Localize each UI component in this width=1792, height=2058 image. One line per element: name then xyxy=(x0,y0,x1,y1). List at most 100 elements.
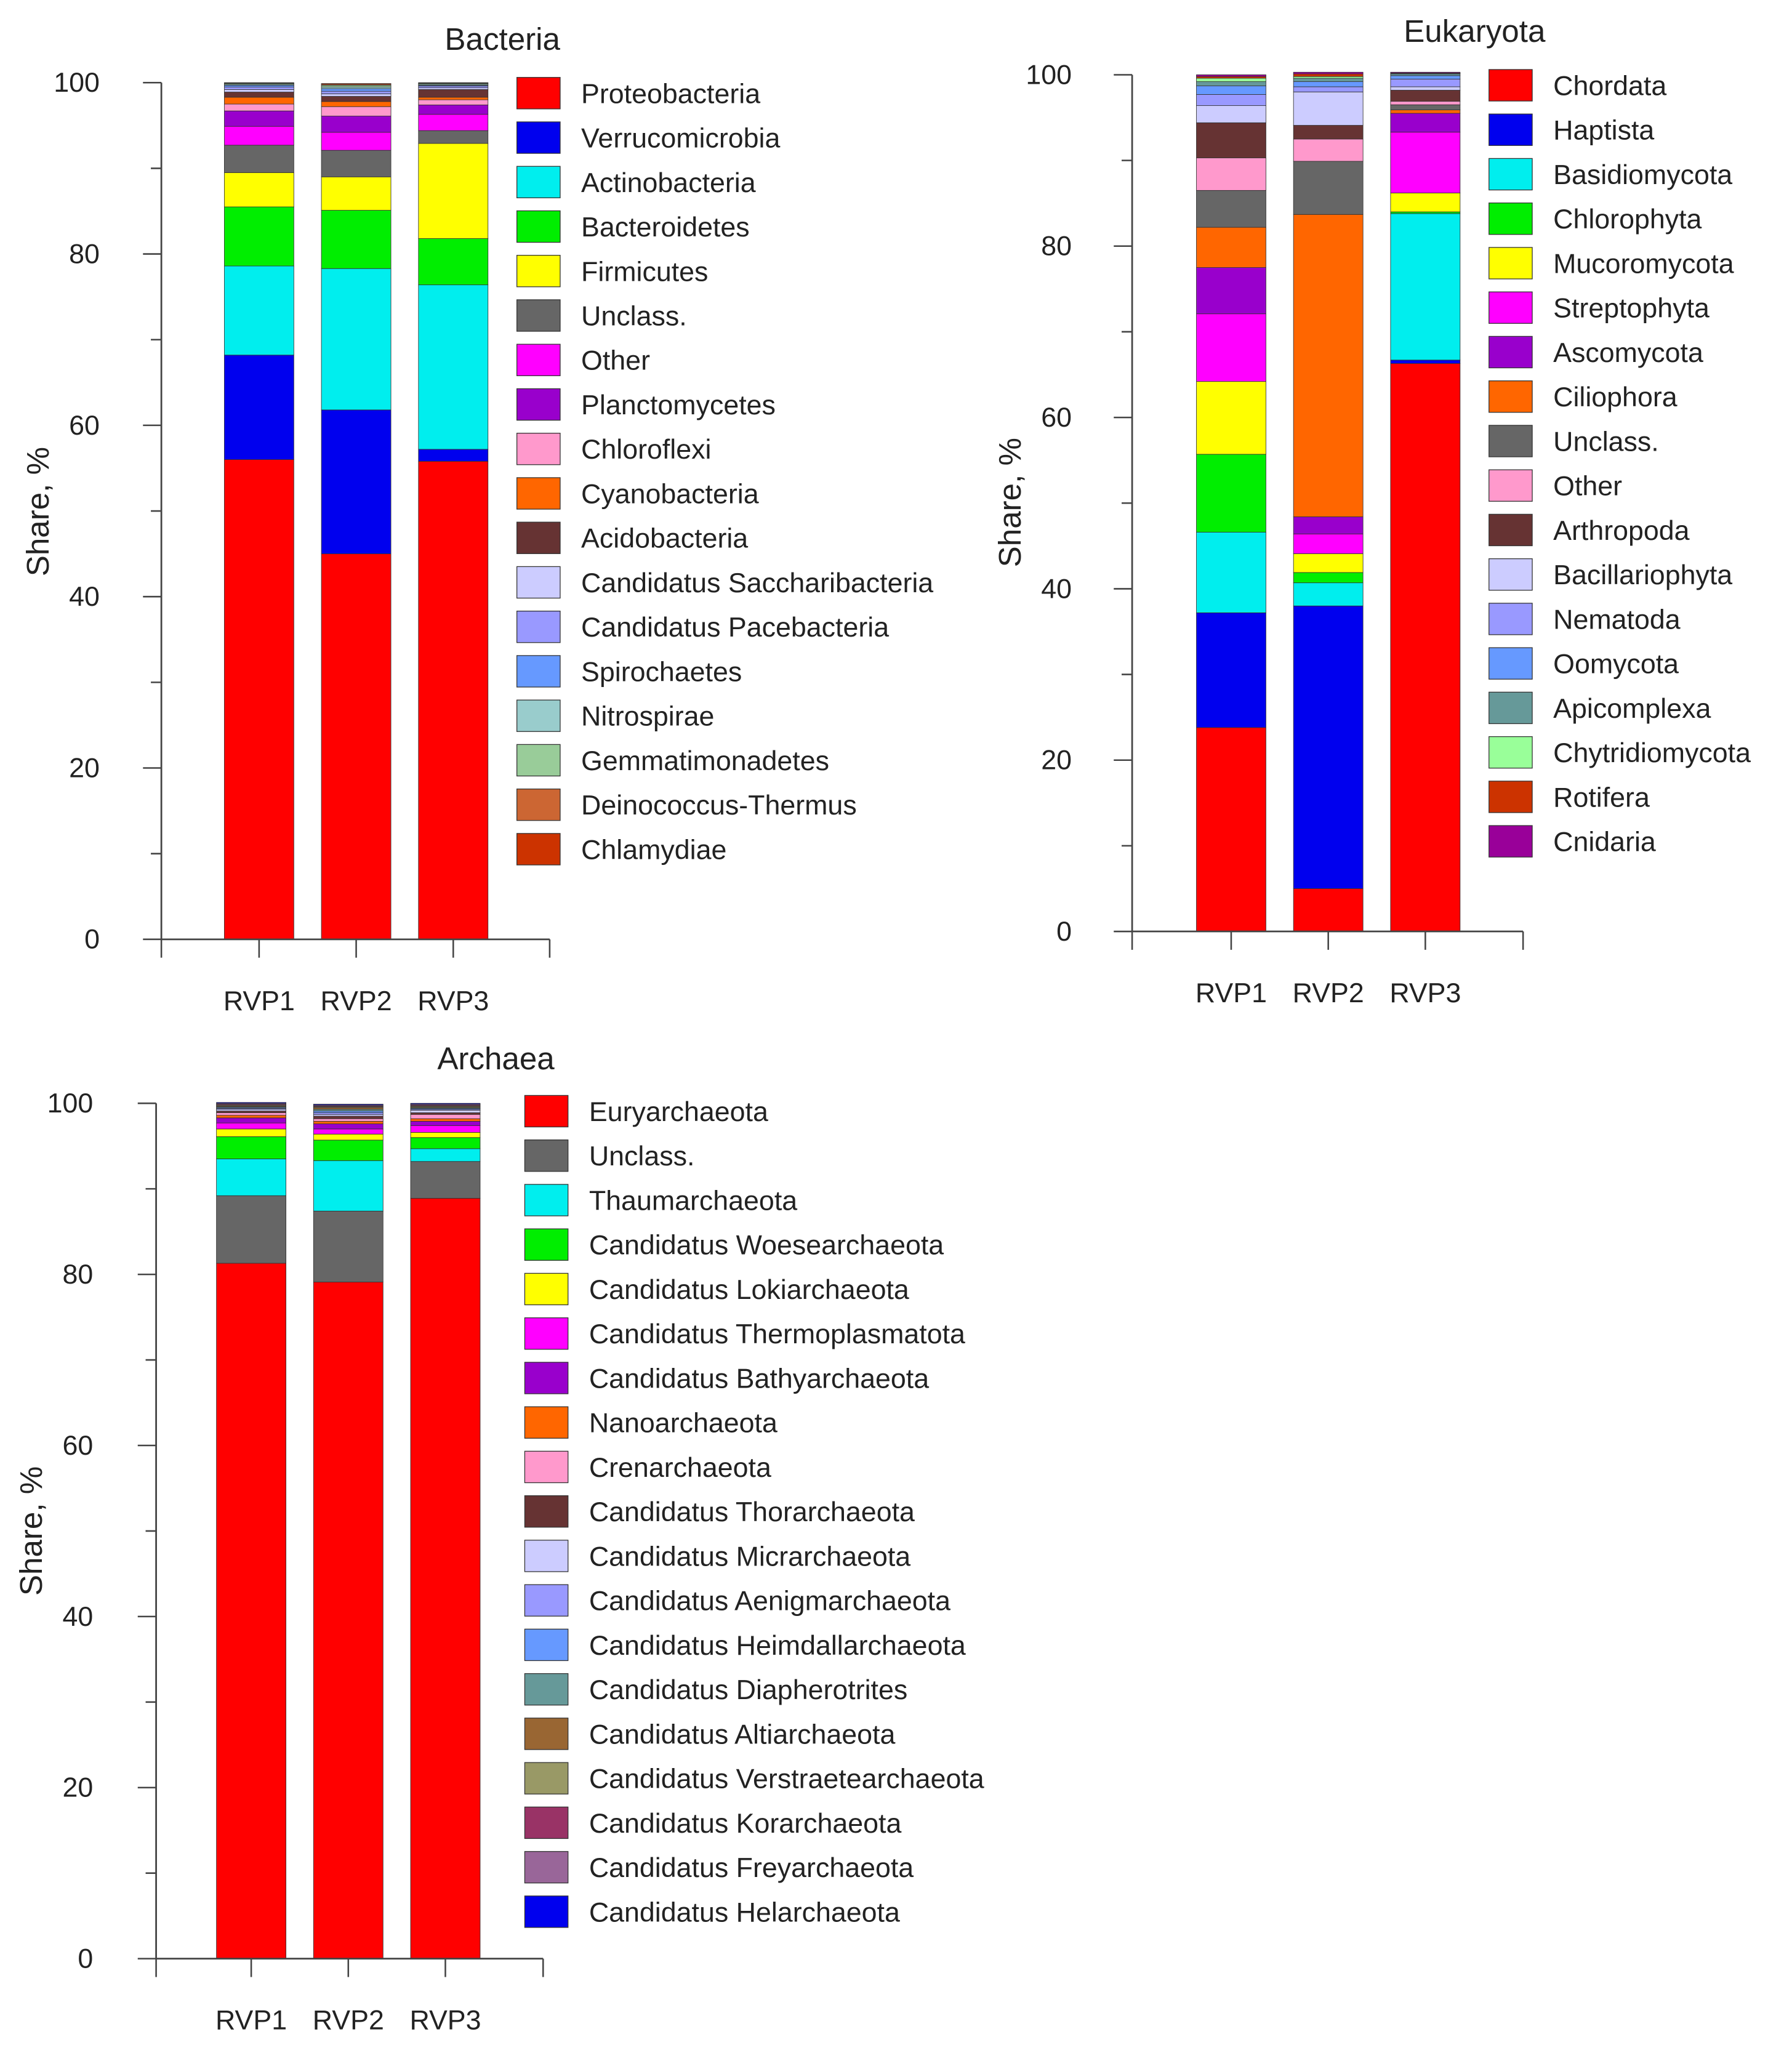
eukaryota-bar-segment xyxy=(1196,122,1266,158)
bacteria-bar-segment xyxy=(223,110,294,127)
eukaryota-bar-segment xyxy=(1293,86,1364,92)
bacteria-bar-segment xyxy=(223,459,294,940)
bacteria-bar-segment xyxy=(418,99,489,105)
archaea-legend-swatch xyxy=(524,1362,569,1394)
archaea-legend-swatch xyxy=(524,1718,569,1750)
archaea-bar-segment xyxy=(410,1118,481,1122)
archaea-legend-label: Candidatus Freyarchaeota xyxy=(589,1852,914,1883)
eukaryota-bar-segment xyxy=(1196,81,1266,86)
eukaryota-bar-segment xyxy=(1293,214,1364,517)
eukaryota-bar-segment xyxy=(1196,267,1266,315)
bacteria-legend-swatch xyxy=(516,566,561,599)
eukaryota-legend-label: Chordata xyxy=(1553,71,1666,102)
eukaryota-bar-segment xyxy=(1293,78,1364,82)
eukaryota-legend-label: Chlorophyta xyxy=(1553,204,1702,235)
bacteria-legend-swatch xyxy=(516,77,561,110)
archaea-legend-swatch xyxy=(524,1272,569,1306)
archaea-bar-segment xyxy=(313,1115,384,1119)
bacteria-legend-label: Candidatus Pacebacteria xyxy=(581,612,889,643)
archaea-legend-swatch xyxy=(524,1628,569,1662)
archaea-bar-segment xyxy=(313,1160,384,1212)
archaea-y-tick-label: 20 xyxy=(63,1772,94,1803)
bacteria-x-tick-label: RVP2 xyxy=(321,986,392,1016)
eukaryota-legend-label: Mucoromycota xyxy=(1553,248,1734,279)
archaea-bar-segment xyxy=(216,1117,286,1123)
archaea-legend-label: Euryarchaeota xyxy=(589,1096,768,1127)
archaea-legend-label: Candidatus Lokiarchaeota xyxy=(589,1274,909,1305)
eukaryota-bar-segment xyxy=(1293,125,1364,140)
archaea-bar-segment xyxy=(216,1195,286,1264)
bacteria-bar-segment xyxy=(321,101,392,107)
bacteria-legend-swatch xyxy=(516,833,561,866)
bacteria-legend-label: Spirochaetes xyxy=(581,656,742,687)
eukaryota-legend-label: Unclass. xyxy=(1553,426,1659,457)
eukaryota-bar-segment xyxy=(1293,81,1364,87)
bacteria-x-tick-label: RVP1 xyxy=(223,986,295,1016)
bacteria-bar-segment xyxy=(321,96,392,102)
archaea-legend-label: Unclass. xyxy=(589,1141,695,1172)
bacteria-bar-segment xyxy=(223,82,294,84)
eukaryota-bar-segment xyxy=(1196,612,1266,728)
archaea-legend-swatch xyxy=(524,1406,569,1439)
eukaryota-bar-segment xyxy=(1293,517,1364,534)
bacteria-bar-segment xyxy=(223,92,294,98)
bacteria-legend-swatch xyxy=(516,610,561,643)
archaea-legend-label: Candidatus Bathyarchaeota xyxy=(589,1363,929,1394)
eukaryota-bar-segment xyxy=(1390,213,1461,361)
archaea-bar-segment xyxy=(216,1136,286,1159)
bacteria-legend-swatch xyxy=(516,299,561,332)
bacteria-y-tick-label: 40 xyxy=(69,581,100,612)
archaea-legend-label: Candidatus Thermoplasmatota xyxy=(589,1319,965,1349)
bacteria-legend-label: Verrucomicrobia xyxy=(581,123,780,154)
bacteria-bar-segment xyxy=(223,145,294,173)
eukaryota-bar-segment xyxy=(1293,139,1364,162)
eukaryota-legend-label: Bacillariophyta xyxy=(1553,560,1732,590)
bacteria-bar-segment xyxy=(321,210,392,269)
archaea-legend-label: Thaumarchaeota xyxy=(589,1185,797,1216)
eukaryota-bar-segment xyxy=(1196,158,1266,191)
archaea-bar-segment xyxy=(410,1198,481,1960)
bacteria-y-tick-label: 0 xyxy=(84,924,100,955)
eukaryota-bar-segment xyxy=(1293,91,1364,126)
bacteria-bar-segment xyxy=(321,106,392,116)
archaea-legend-swatch xyxy=(524,1495,569,1528)
archaea-legend-swatch xyxy=(524,1317,569,1350)
eukaryota-legend-label: Other xyxy=(1553,471,1622,502)
eukaryota-bar-segment xyxy=(1390,71,1461,74)
eukaryota-legend-label: Rotifera xyxy=(1553,782,1650,813)
archaea-bar-segment xyxy=(216,1159,286,1196)
bacteria-bar-segment xyxy=(321,90,392,94)
bacteria-bar-segment xyxy=(223,103,294,111)
archaea-legend-swatch xyxy=(524,1762,569,1795)
eukaryota-legend-label: Chytridiomycota xyxy=(1553,738,1751,768)
eukaryota-bar-segment xyxy=(1390,79,1461,87)
archaea-bar-segment xyxy=(410,1137,481,1149)
eukaryota-bar-segment xyxy=(1196,727,1266,932)
bacteria-legend-swatch xyxy=(516,121,561,154)
eukaryota-legend-swatch xyxy=(1489,469,1533,502)
bacteria-legend-swatch xyxy=(516,433,561,465)
eukaryota-bar-segment xyxy=(1293,533,1364,554)
eukaryota-legend-swatch xyxy=(1489,203,1533,235)
archaea-legend-swatch xyxy=(524,1095,569,1128)
eukaryota-legend-swatch xyxy=(1489,158,1533,191)
bacteria-bar-segment xyxy=(223,206,294,267)
eukaryota-bar-segment xyxy=(1196,190,1266,228)
eukaryota-legend-swatch xyxy=(1489,825,1533,858)
eukaryota-legend-swatch xyxy=(1489,603,1533,635)
archaea-legend-swatch xyxy=(524,1540,569,1572)
archaea-legend-label: Candidatus Verstraetearchaeota xyxy=(589,1764,984,1795)
archaea-legend-label: Candidatus Micrarchaeota xyxy=(589,1541,910,1572)
eukaryota-bar-segment xyxy=(1196,94,1266,106)
eukaryota-legend-swatch xyxy=(1489,69,1533,102)
eukaryota-bar-segment xyxy=(1196,74,1266,77)
eukaryota-bar-segment xyxy=(1390,86,1461,90)
eukaryota-legend-label: Arthropoda xyxy=(1553,515,1690,546)
bacteria-bar-segment xyxy=(418,105,489,115)
bacteria-bar-segment xyxy=(418,238,489,286)
eukaryota-legend-swatch xyxy=(1489,736,1533,769)
eukaryota-chart: Eukaryota Share, % RVP1 RVP2 RVP3 0 20 40 60 80 10… xyxy=(992,14,1751,1008)
bacteria-legend-swatch xyxy=(516,388,561,421)
eukaryota-bar-segment xyxy=(1196,86,1266,95)
archaea-bar-segment xyxy=(410,1109,481,1113)
